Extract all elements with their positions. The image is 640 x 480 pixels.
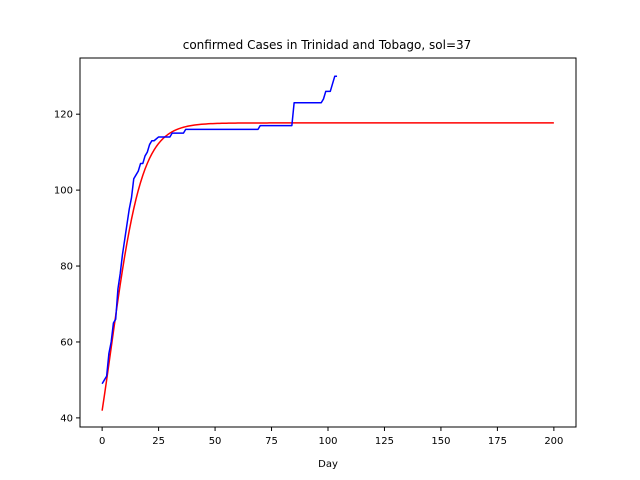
x-tick-label: 75	[265, 436, 278, 447]
x-tick-label: 125	[375, 436, 394, 447]
y-tick-label: 120	[54, 110, 73, 121]
y-tick-label: 40	[60, 413, 73, 424]
x-tick-label: 25	[152, 436, 165, 447]
x-tick-label: 100	[318, 436, 337, 447]
x-tick-label: 200	[544, 436, 563, 447]
series-line-1	[101, 75, 338, 385]
series-line-0	[101, 122, 554, 411]
chart-title: confirmed Cases in Trinidad and Tobago, …	[183, 38, 472, 52]
y-axis: 40 60 80 100 120	[54, 110, 80, 424]
y-tick-label: 100	[54, 186, 73, 197]
x-tick-label: 0	[99, 436, 105, 447]
y-tick-label: 80	[60, 262, 73, 273]
series-layer	[101, 75, 554, 411]
y-tick-label: 60	[60, 337, 73, 348]
x-axis: 0 25 50 75 100 125 150 175 200	[99, 427, 563, 447]
x-tick-label: 150	[431, 436, 450, 447]
x-tick-label: 175	[488, 436, 507, 447]
x-axis-label: Day	[318, 459, 338, 470]
x-tick-label: 50	[209, 436, 222, 447]
